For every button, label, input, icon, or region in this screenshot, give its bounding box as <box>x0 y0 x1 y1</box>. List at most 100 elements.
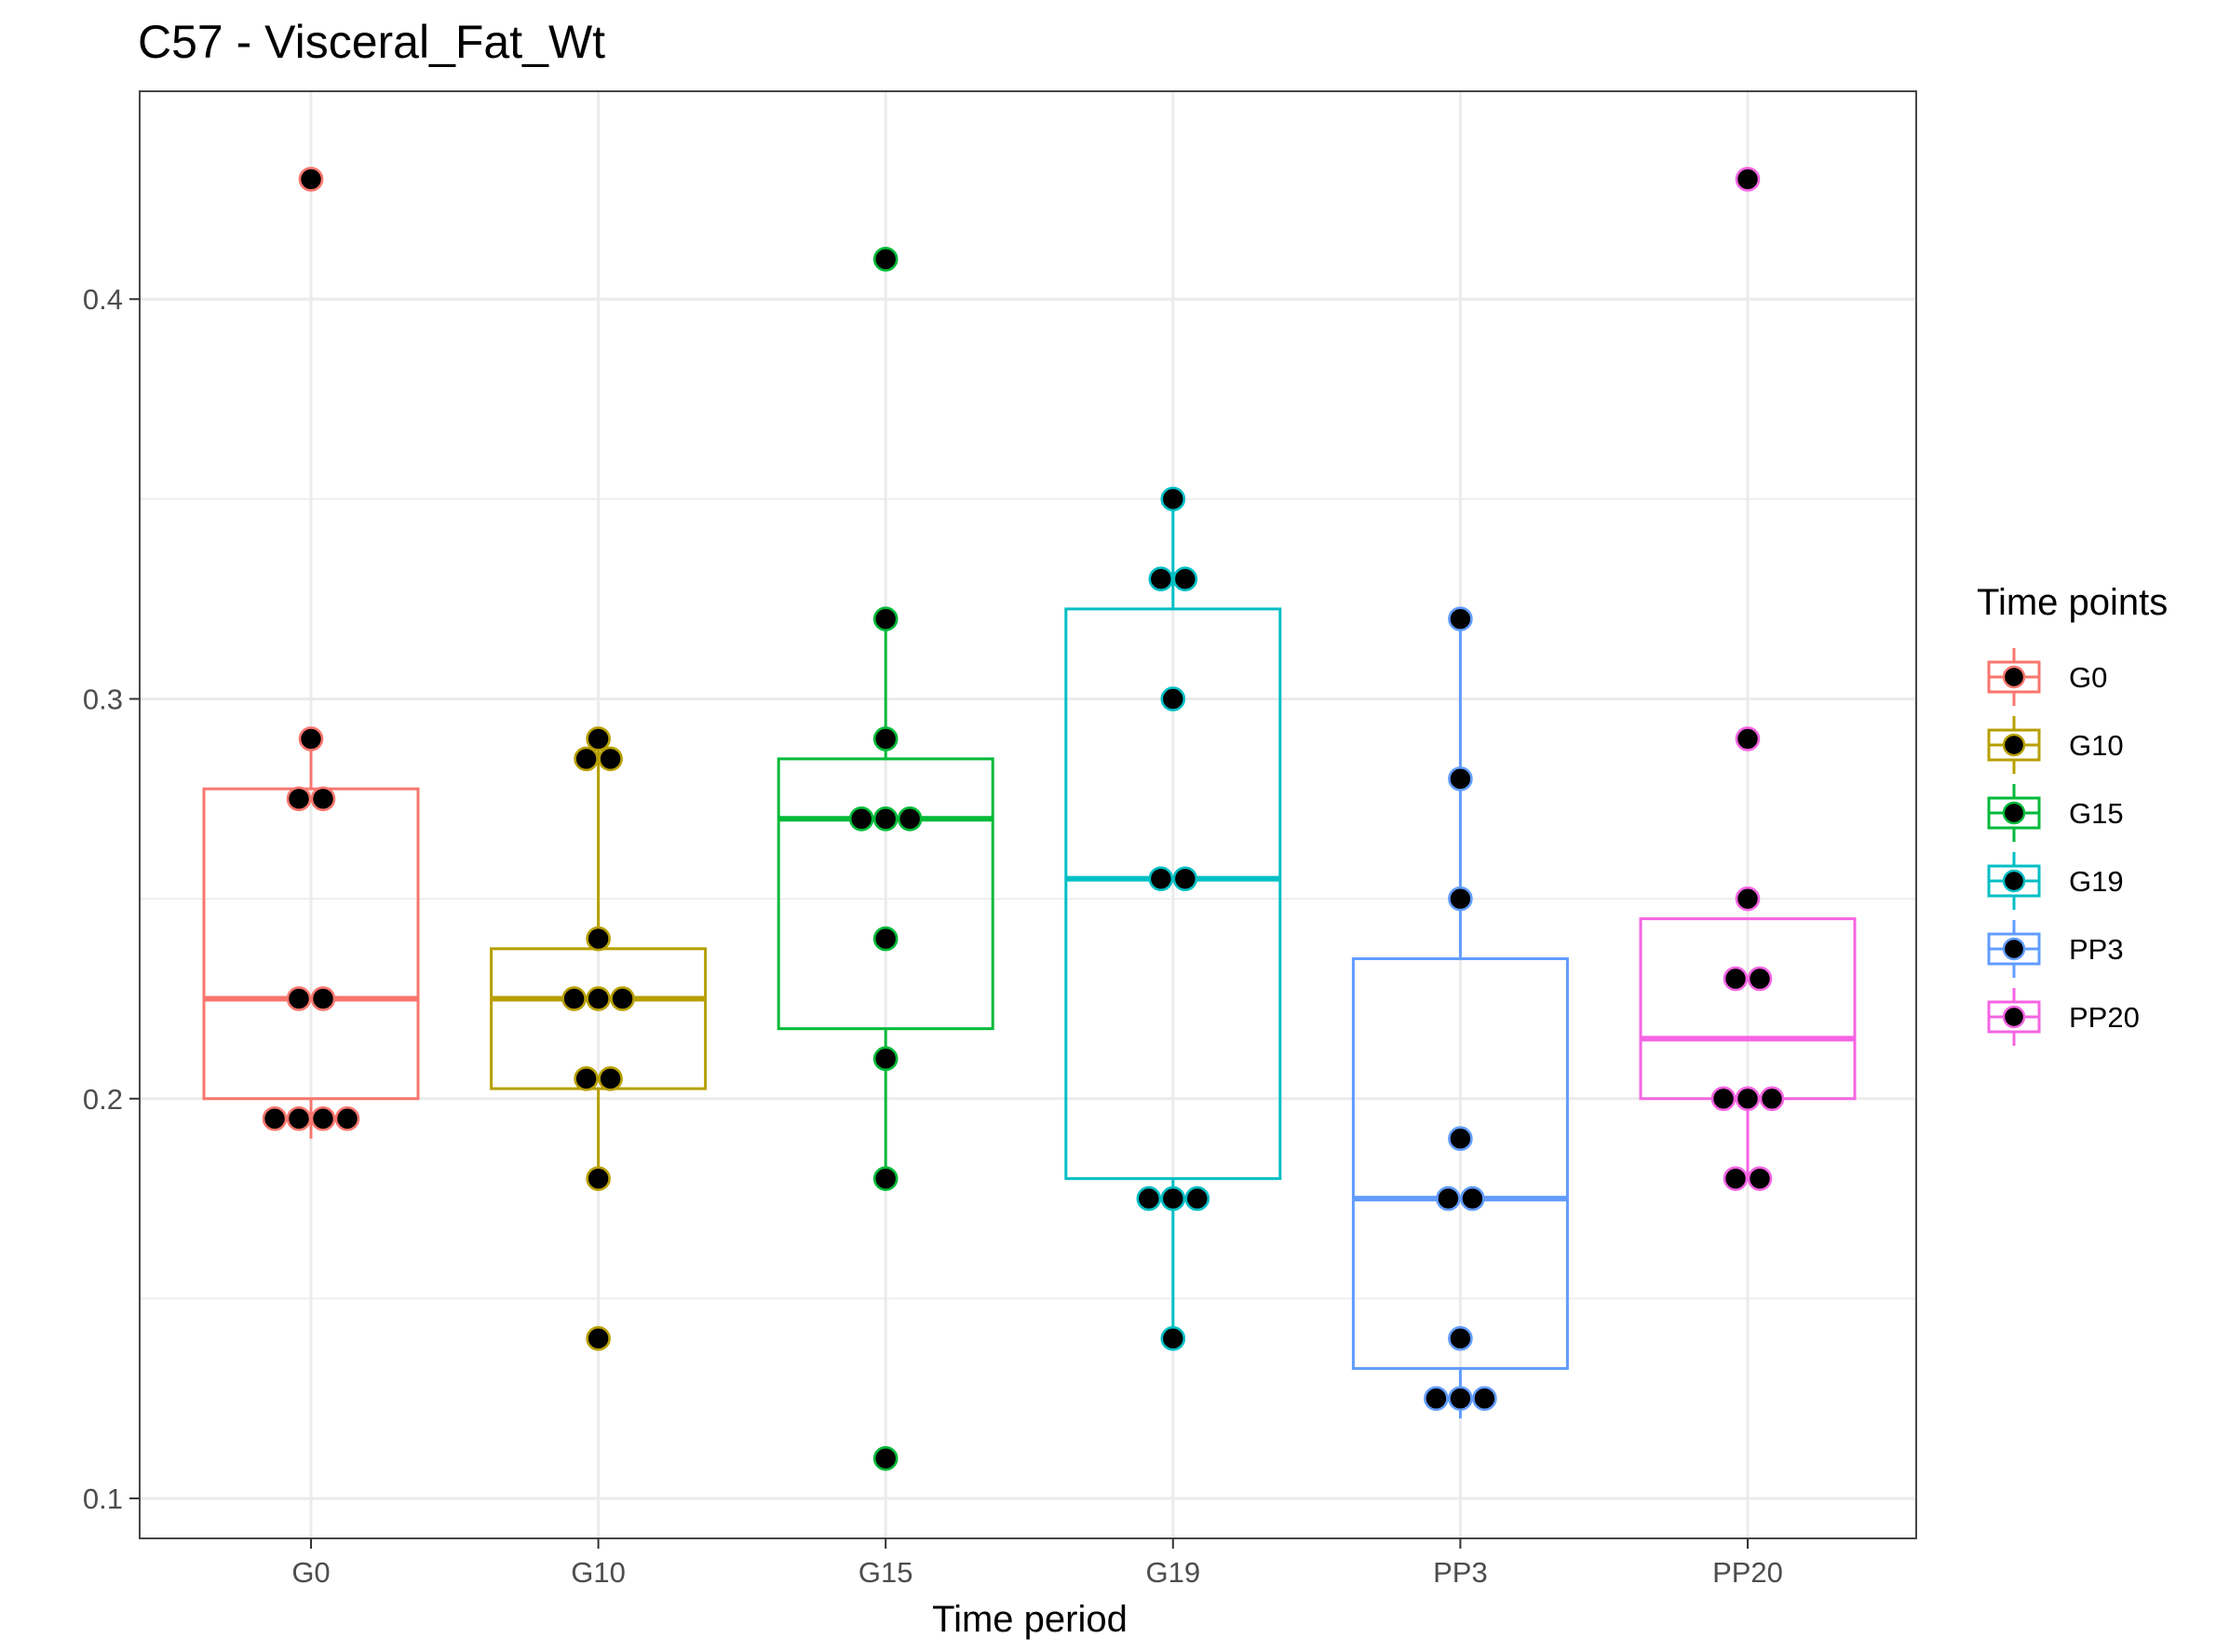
data-point-g0 <box>298 167 324 192</box>
data-point-g15 <box>872 926 899 952</box>
box-iqr <box>1064 607 1282 1181</box>
x-tick-label: PP20 <box>1712 1556 1783 1589</box>
box-iqr <box>202 787 420 1101</box>
legend-key-point <box>2002 937 2026 961</box>
data-point-g10 <box>610 986 635 1011</box>
data-point-pp3 <box>1448 606 1473 631</box>
data-point-g19 <box>1184 1185 1210 1212</box>
x-axis-title: Time period <box>932 1599 1128 1640</box>
data-point-pp3 <box>1448 886 1473 912</box>
y-tick-label: 0.3 <box>83 684 123 716</box>
legend-title: Time points <box>1977 582 2168 623</box>
data-point-g0 <box>286 986 312 1011</box>
box-iqr <box>1351 957 1569 1371</box>
data-point-g15 <box>897 806 923 832</box>
legend-label: G10 <box>2069 729 2124 762</box>
data-point-pp20 <box>1759 1086 1785 1112</box>
panel-border <box>139 90 1917 1539</box>
legend-label: PP3 <box>2069 933 2124 966</box>
data-point-pp3 <box>1424 1386 1449 1412</box>
data-point-g0 <box>310 986 336 1011</box>
data-point-g15 <box>872 1445 899 1471</box>
legend-key-point <box>2002 665 2026 689</box>
data-point-g10 <box>586 1166 611 1191</box>
data-point-g10 <box>586 1326 611 1351</box>
legend-item-g15: G15 <box>1987 784 2124 842</box>
chart-title: C57 - Visceral_Fat_Wt <box>138 16 605 68</box>
legend-label: PP20 <box>2069 1001 2140 1034</box>
data-point-pp20 <box>1710 1086 1737 1112</box>
data-point-g15 <box>872 1166 899 1191</box>
data-point-g10 <box>598 1066 623 1091</box>
data-point-pp20 <box>1735 1086 1761 1112</box>
x-tick-label: G15 <box>858 1556 913 1589</box>
legend-item-pp20: PP20 <box>1987 988 2140 1046</box>
legend-key-point <box>2002 733 2026 757</box>
data-point-g0 <box>286 786 312 812</box>
data-point-g10 <box>574 746 599 772</box>
data-point-g10 <box>586 726 611 752</box>
data-point-g15 <box>872 726 899 752</box>
data-point-pp20 <box>1735 167 1761 192</box>
data-point-g10 <box>586 926 611 952</box>
data-points <box>262 167 1785 1471</box>
legend-key-point <box>2002 801 2026 825</box>
data-point-g15 <box>848 806 874 832</box>
data-point-g19 <box>1148 866 1174 891</box>
data-point-pp20 <box>1747 1166 1773 1191</box>
data-point-pp3 <box>1448 1326 1473 1351</box>
legend-item-g19: G19 <box>1987 852 2124 910</box>
data-point-g10 <box>586 986 611 1011</box>
axes: 0.1 0.2 0.3 0.4 G0 G10 G15 G19 PP3 PP20 <box>83 283 1783 1589</box>
data-point-pp3 <box>1448 1386 1473 1412</box>
legend-item-g10: G10 <box>1987 716 2124 774</box>
data-point-g19 <box>1160 1326 1186 1351</box>
grid-lines <box>140 91 1916 1538</box>
data-point-pp3 <box>1448 766 1473 792</box>
x-tick-label: G19 <box>1145 1556 1200 1589</box>
y-tick-label: 0.4 <box>83 283 123 316</box>
legend-label: G0 <box>2069 661 2107 694</box>
data-point-g0 <box>334 1105 360 1131</box>
data-point-g19 <box>1148 566 1174 592</box>
box-iqr <box>777 757 994 1031</box>
data-point-pp20 <box>1735 886 1761 912</box>
legend-label: G15 <box>2069 797 2124 830</box>
data-point-g15 <box>872 606 899 631</box>
data-point-pp3 <box>1460 1185 1485 1212</box>
data-point-g19 <box>1172 566 1198 592</box>
data-point-g0 <box>310 1105 336 1131</box>
y-tick-label: 0.1 <box>83 1483 123 1515</box>
data-point-g15 <box>872 806 899 832</box>
data-point-pp20 <box>1747 966 1773 992</box>
x-tick-label: G10 <box>571 1556 626 1589</box>
x-tick-label: G0 <box>291 1556 330 1589</box>
data-point-g0 <box>286 1105 312 1131</box>
data-point-pp3 <box>1448 1126 1473 1152</box>
legend-item-pp3: PP3 <box>1987 920 2124 978</box>
data-point-g0 <box>262 1105 288 1131</box>
data-point-g19 <box>1172 866 1198 891</box>
data-point-g10 <box>598 746 623 772</box>
legend: Time points G0 G10 G15 G19 PP3 PP20 <box>1977 582 2168 1046</box>
data-point-pp3 <box>1472 1386 1497 1412</box>
data-point-g0 <box>310 786 336 812</box>
data-point-pp20 <box>1735 726 1761 752</box>
legend-item-g0: G0 <box>1987 648 2107 706</box>
legend-key-point <box>2002 869 2026 893</box>
data-point-g0 <box>298 726 324 752</box>
data-point-pp3 <box>1436 1185 1461 1212</box>
data-point-g15 <box>872 1046 899 1072</box>
data-point-g19 <box>1136 1185 1162 1212</box>
legend-key-point <box>2002 1005 2026 1029</box>
data-point-pp20 <box>1723 966 1749 992</box>
legend-label: G19 <box>2069 865 2124 898</box>
data-point-g15 <box>872 246 899 272</box>
data-point-g19 <box>1160 486 1186 512</box>
data-point-g19 <box>1160 1185 1186 1212</box>
data-point-g10 <box>574 1066 599 1091</box>
y-tick-label: 0.2 <box>83 1083 123 1116</box>
data-point-g19 <box>1160 686 1186 711</box>
